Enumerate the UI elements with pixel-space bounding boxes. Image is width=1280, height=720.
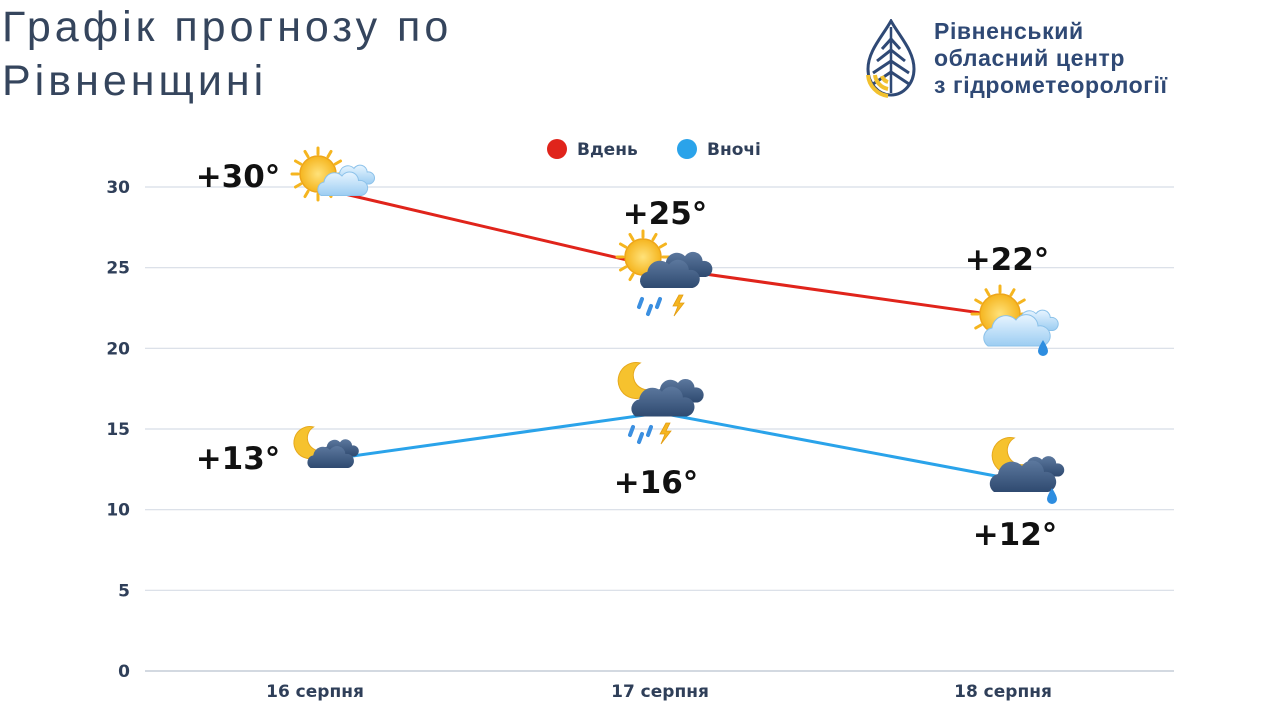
cloud-shape (631, 386, 695, 417)
data-label: +25° (623, 196, 708, 232)
moon-cloud-icon (293, 426, 359, 468)
data-label: +22° (965, 242, 1050, 278)
organization-name-line-2: обласний центр (934, 45, 1125, 71)
x-tick-label: 18 серпня (954, 682, 1052, 702)
sun-cloud-rain-icon (970, 284, 1059, 356)
sun-ray (618, 242, 628, 249)
y-tick-label: 15 (106, 420, 130, 440)
sun-ray (984, 288, 991, 297)
sun-ray (628, 272, 635, 282)
rain-drop (646, 425, 653, 437)
legend-marker (547, 139, 567, 159)
data-label: +16° (614, 465, 699, 501)
sun-cloud-rain-thunder-icon (615, 229, 713, 317)
sun-ray (303, 149, 310, 159)
rain-drop (637, 432, 644, 444)
sun-ray (303, 189, 310, 199)
sun-ray (1009, 288, 1016, 297)
y-tick-label: 30 (106, 178, 130, 198)
y-tick-label: 20 (106, 339, 130, 359)
rain-drop (646, 304, 653, 316)
water-drop-leaf-logo-icon (866, 18, 916, 98)
sun-ray (618, 265, 628, 272)
cloud-shape (989, 460, 1057, 492)
organization-name-line-3: з гідрометеорології (934, 72, 1168, 98)
data-labels: +30° +25° +22° +13° +16° +12° (196, 159, 1058, 553)
x-tick-label: 17 серпня (611, 682, 709, 702)
page-title-line-2: Рівненщині (2, 57, 268, 105)
chart-legend: Вдень Вночі (547, 139, 761, 160)
legend-label: Вдень (577, 140, 638, 160)
sun-ray (974, 298, 983, 305)
cloud-shape (640, 259, 700, 288)
sun-ray (651, 232, 658, 242)
rain-drop (1047, 488, 1057, 504)
organization-block: Рівненський обласний центр з гідрометеор… (862, 18, 1168, 99)
lightning-bolt (672, 294, 685, 317)
legend-label: Вночі (707, 140, 761, 160)
y-tick-label: 25 (106, 259, 130, 279)
organization-name: Рівненський обласний центр з гідрометеор… (934, 18, 1168, 99)
sun-ray (333, 159, 343, 166)
moon-cloud-rain-thunder-icon (617, 362, 704, 445)
cloud-shape (307, 446, 354, 468)
cloud-shape (983, 314, 1051, 347)
page-title: Графік прогнозу по Рівненщині (2, 0, 602, 108)
sun-ray (293, 182, 303, 189)
sun-cloud-icon (290, 146, 375, 202)
x-tick-label: 16 серпня (266, 682, 364, 702)
lightning-bolt (659, 422, 672, 445)
legend-marker (677, 139, 697, 159)
sun-ray (1017, 298, 1026, 305)
y-tick-label: 5 (118, 581, 130, 601)
moon-cloud-rain-icon (989, 437, 1065, 504)
sun-ray (974, 323, 983, 330)
data-label: +30° (196, 159, 281, 195)
sun-ray (658, 242, 668, 249)
data-label: +12° (973, 517, 1058, 553)
rain-drop (637, 297, 644, 309)
y-tick-label: 10 (106, 501, 130, 521)
cloud-shape (317, 171, 369, 196)
rain-drop (1038, 340, 1048, 356)
rain-drop (628, 425, 635, 437)
y-tick-label: 0 (118, 662, 130, 682)
organization-name-line-1: Рівненський (934, 18, 1084, 44)
weather-icons (290, 146, 1065, 504)
sun-ray (326, 149, 333, 159)
sun-ray (293, 159, 303, 166)
rain-drop (655, 297, 662, 309)
page-title-line-1: Графік прогнозу по (2, 3, 453, 51)
chart-axis-ticks: 0 5 10 15 20 25 30 16 серпня 17 серпня 18 серпня (106, 178, 1052, 702)
sun-ray (628, 232, 635, 242)
data-label: +13° (196, 441, 281, 477)
